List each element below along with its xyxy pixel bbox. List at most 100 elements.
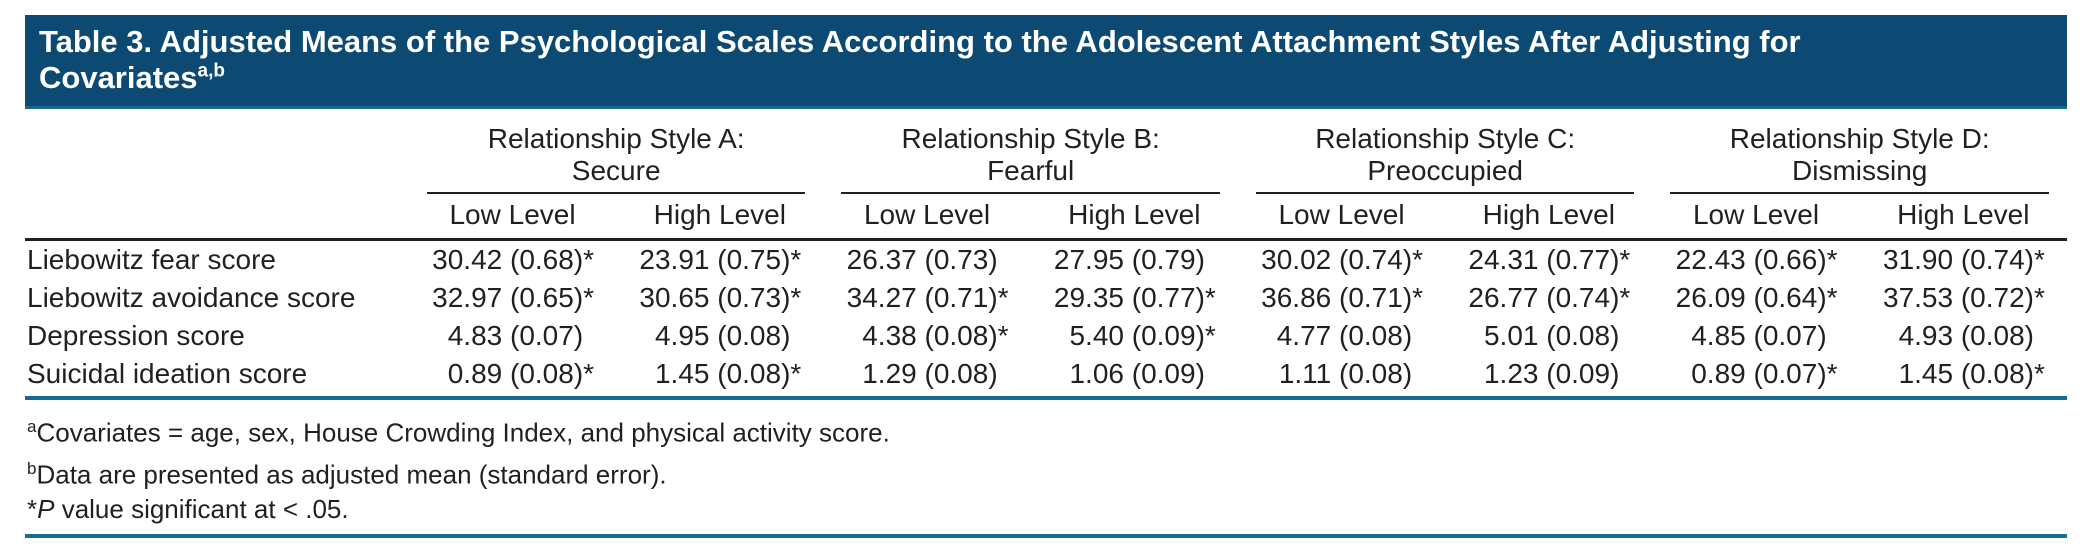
group-b-line2: Fearful: [987, 155, 1075, 186]
cell-value: 26.09 (0.64): [1675, 282, 1827, 313]
cell-value: 1.11 (0.08): [1278, 358, 1413, 389]
sig-asterisk: [1205, 357, 1222, 391]
value-cell: 0.89 (0.07) *: [1652, 355, 1860, 400]
group-a-line2: Secure: [571, 155, 661, 186]
cell-value: 32.97 (0.65): [432, 282, 584, 313]
column-group-header-d: Relationship Style D: Dismissing: [1652, 119, 2067, 194]
value-cell: 26.37 (0.73): [823, 240, 1030, 280]
corner-cell: [25, 194, 409, 241]
row-label: Liebowitz fear score: [27, 244, 277, 275]
footnote-a-text: Covariates = age, sex, House Crowding In…: [36, 417, 890, 448]
cell-value: 34.27 (0.71): [846, 282, 998, 313]
cell-value: 1.45 (0.08): [654, 358, 791, 389]
table-row: Depression score 4.83 (0.07) 4.95 (0.08)…: [25, 317, 2067, 355]
footnote-significance: *P value significant at < .05.: [27, 492, 2067, 527]
cell-value: 31.90 (0.74): [1883, 244, 2034, 275]
sig-asterisk: [790, 319, 807, 353]
value-cell: 30.42 (0.68) *: [409, 240, 616, 280]
value-cell: 4.77 (0.08): [1238, 317, 1445, 355]
sig-asterisk: *: [583, 244, 595, 275]
sig-asterisk: *: [997, 320, 1009, 351]
data-table: Relationship Style A: Secure Relationshi…: [25, 119, 2067, 400]
cell-value: 22.43 (0.66): [1675, 244, 1827, 275]
cell-value: 4.85 (0.07): [1691, 320, 1827, 351]
table-row: Suicidal ideation score 0.89 (0.08) * 1.4…: [25, 355, 2067, 400]
value-cell: 4.95 (0.08): [616, 317, 823, 355]
subheader-low-c: Low Level: [1237, 194, 1446, 241]
sig-asterisk: [1412, 319, 1429, 353]
cell-value: 23.91 (0.75): [639, 244, 791, 275]
footnote-b: bData are presented as adjusted mean (st…: [27, 451, 2067, 493]
cell-value: 37.53 (0.72): [1883, 282, 2034, 313]
value-cell: 1.11 (0.08): [1237, 355, 1446, 400]
sig-asterisk: *: [1826, 358, 1838, 389]
cell-value: 1.29 (0.08): [862, 358, 998, 389]
subheader-high-d: High Level: [1859, 194, 2067, 241]
value-cell: 23.91 (0.75) *: [616, 240, 823, 280]
sig-asterisk: *: [1826, 282, 1838, 313]
row-label: Liebowitz avoidance score: [27, 282, 356, 313]
column-group-header-c: Relationship Style C: Preoccupied: [1238, 119, 1653, 194]
value-cell: 1.06 (0.09): [1030, 355, 1238, 400]
group-d-line2: Dismissing: [1792, 155, 1928, 186]
cell-value: 36.86 (0.71): [1261, 282, 1413, 313]
group-c-line1: Relationship Style C:: [1315, 123, 1576, 154]
sig-asterisk: *: [1204, 320, 1216, 351]
value-cell: 34.27 (0.71) *: [823, 279, 1030, 317]
footnote-a: aCovariates = age, sex, House Crowding I…: [27, 409, 2067, 451]
cell-value: 27.95 (0.79): [1053, 244, 1205, 275]
sig-asterisk: *: [1412, 282, 1424, 313]
value-cell: 1.45 (0.08) *: [616, 355, 824, 400]
cell-value: 1.23 (0.09): [1483, 358, 1620, 389]
table-title-line2: Covariates: [39, 60, 198, 95]
sig-asterisk: [583, 319, 600, 353]
value-cell: 30.02 (0.74) *: [1238, 240, 1445, 280]
value-cell: 32.97 (0.65) *: [409, 279, 616, 317]
sig-asterisk: *: [790, 358, 802, 389]
value-cell: 1.45 (0.08) *: [1859, 355, 2067, 400]
corner-cell: [25, 119, 409, 194]
sig-asterisk: *: [997, 282, 1009, 313]
cell-value: 24.31 (0.77): [1468, 244, 1620, 275]
column-group-header-b: Relationship Style B: Fearful: [823, 119, 1238, 194]
cell-value: 4.95 (0.08): [654, 320, 791, 351]
footnote-a-marker: a: [27, 417, 37, 436]
cell-value: 0.89 (0.08): [447, 358, 584, 389]
sig-asterisk: *: [790, 282, 802, 313]
sig-asterisk: *: [2034, 244, 2045, 275]
sig-asterisk: [1412, 357, 1429, 391]
value-cell: 30.65 (0.73) *: [616, 279, 823, 317]
value-cell: 29.35 (0.77) *: [1031, 279, 1238, 317]
row-label: Suicidal ideation score: [25, 355, 409, 400]
subheader-high-c: High Level: [1445, 194, 1653, 241]
value-cell: 36.86 (0.71) *: [1238, 279, 1445, 317]
cell-value: 30.42 (0.68): [432, 244, 584, 275]
value-cell: 27.95 (0.79): [1031, 240, 1238, 280]
cell-value: 26.37 (0.73): [846, 244, 998, 275]
cell-value: 4.93 (0.08): [1898, 320, 2034, 351]
value-cell: 0.89 (0.08) *: [408, 355, 617, 400]
subheader-low-a: Low Level: [408, 194, 617, 241]
value-cell: 37.53 (0.72) *: [1860, 279, 2067, 317]
sig-asterisk: [1619, 357, 1636, 391]
value-cell: 31.90 (0.74) *: [1860, 240, 2067, 280]
column-subheader-row: Low Level High Level Low Level High Leve…: [25, 194, 2067, 241]
sig-asterisk: *: [2034, 358, 2045, 389]
sig-asterisk: *: [2034, 282, 2045, 313]
value-cell: 26.77 (0.74) *: [1445, 279, 1652, 317]
value-cell: 1.29 (0.08): [823, 355, 1031, 400]
subheader-low-b: Low Level: [823, 194, 1031, 241]
value-cell: 4.93 (0.08): [1860, 317, 2067, 355]
sig-asterisk: *: [583, 282, 595, 313]
row-label: Depression score: [27, 320, 245, 351]
cell-value: 26.77 (0.74): [1468, 282, 1620, 313]
value-cell: 22.43 (0.66) *: [1652, 240, 1859, 280]
cell-value: 1.06 (0.09): [1069, 358, 1205, 389]
sig-asterisk: *: [790, 244, 802, 275]
value-cell: 4.83 (0.07): [409, 317, 616, 355]
value-cell: 1.23 (0.09): [1445, 355, 1653, 400]
sig-asterisk: *: [1204, 282, 1216, 313]
table-title-bar: Table 3. Adjusted Means of the Psycholog…: [25, 15, 2067, 109]
cell-value: 4.77 (0.08): [1276, 320, 1413, 351]
